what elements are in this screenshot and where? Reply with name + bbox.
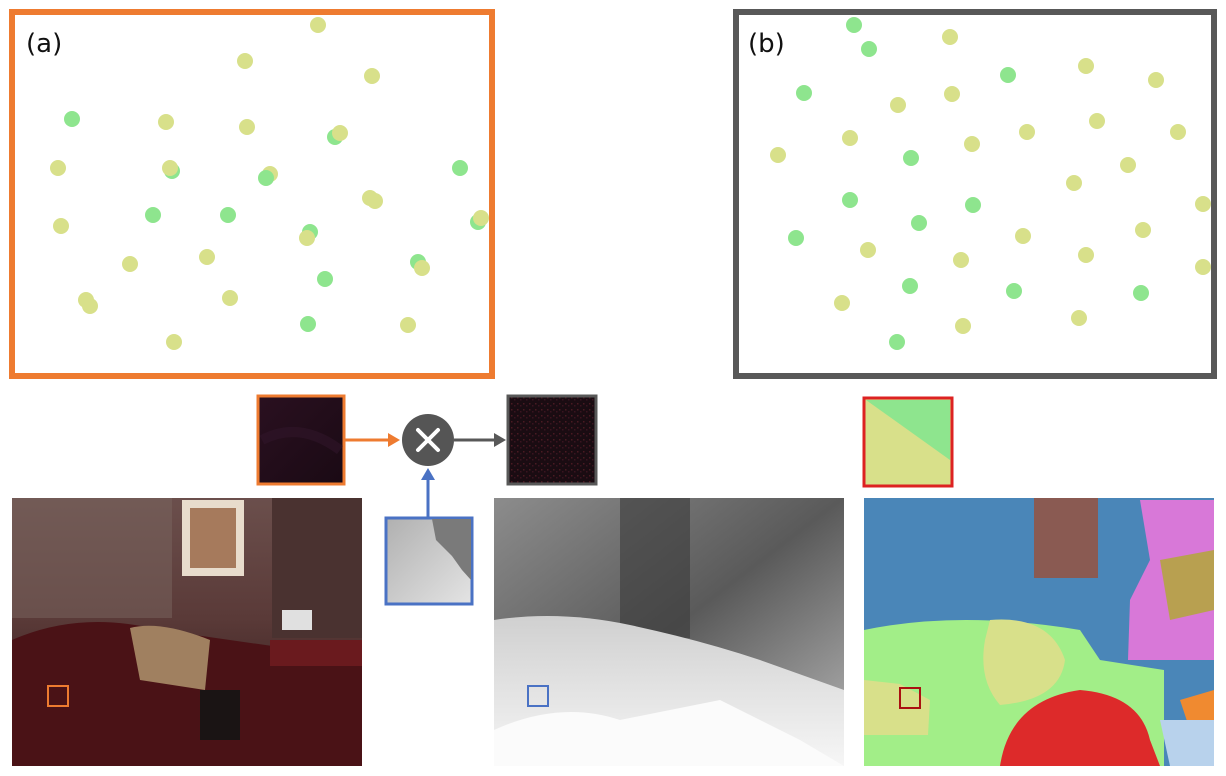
panel-a: (a) [9, 9, 495, 379]
scatter-dot [1170, 124, 1186, 140]
scatter-dot [162, 160, 178, 176]
scatter-dot [1000, 67, 1016, 83]
output-patch [506, 394, 598, 486]
scatter-dot [861, 41, 877, 57]
depth-patch [384, 516, 474, 606]
scatter-dot [414, 260, 430, 276]
scatter-dot [953, 252, 969, 268]
scatter-dot [889, 334, 905, 350]
scatter-dot [64, 111, 80, 127]
scatter-dot [1078, 247, 1094, 263]
multiply-operator [402, 414, 454, 466]
scatter-dot [299, 230, 315, 246]
scatter-dot [1078, 58, 1094, 74]
scatter-dot [310, 17, 326, 33]
scatter-dot [258, 170, 274, 186]
scatter-dot [239, 119, 255, 135]
panel-a-frame [9, 9, 495, 379]
scatter-dot [452, 160, 468, 176]
scatter-dot [1006, 283, 1022, 299]
scatter-dot [955, 318, 971, 334]
scatter-dot [1195, 196, 1211, 212]
arrow-rgb-to-multiply [344, 433, 400, 447]
rgb-image [12, 498, 362, 766]
scatter-dot [1019, 124, 1035, 140]
scatter-dot [902, 278, 918, 294]
scatter-dot [220, 207, 236, 223]
scatter-dot [965, 197, 981, 213]
scatter-dot [50, 160, 66, 176]
scatter-dot [834, 295, 850, 311]
scatter-dot [842, 192, 858, 208]
arrow-depth-to-multiply [421, 468, 435, 518]
scatter-dot [944, 86, 960, 102]
scatter-dot [145, 207, 161, 223]
scatter-dot [770, 147, 786, 163]
panel-a-label: (a) [26, 29, 62, 59]
scatter-dot [332, 125, 348, 141]
segmentation-patch [862, 396, 954, 488]
scatter-dot [122, 256, 138, 272]
scatter-dot [82, 298, 98, 314]
scatter-dot [53, 218, 69, 234]
rgb-patch [256, 394, 346, 486]
scatter-dot [890, 97, 906, 113]
scatter-dot [1148, 72, 1164, 88]
scatter-dot [367, 193, 383, 209]
scatter-dot [1120, 157, 1136, 173]
scatter-dot [846, 17, 862, 33]
panel-b-label: (b) [748, 29, 785, 59]
scatter-dot [942, 29, 958, 45]
scatter-dot [1071, 310, 1087, 326]
scatter-dot [1133, 285, 1149, 301]
depth-image [494, 498, 844, 766]
panel-b: (b) [733, 9, 1217, 379]
scatter-dot [788, 230, 804, 246]
scatter-dot [166, 334, 182, 350]
scatter-dot [364, 68, 380, 84]
segmentation-image [864, 498, 1214, 766]
scatter-dot [796, 85, 812, 101]
panel-a-dots [50, 17, 489, 350]
scatter-dot [199, 249, 215, 265]
scatter-dot [237, 53, 253, 69]
scatter-dot [222, 290, 238, 306]
scatter-dot [317, 271, 333, 287]
scatter-dot [158, 114, 174, 130]
panel-b-frame [733, 9, 1217, 379]
scatter-dot [860, 242, 876, 258]
scatter-dot [400, 317, 416, 333]
scatter-dot [903, 150, 919, 166]
scatter-dot [473, 210, 489, 226]
scatter-dot [300, 316, 316, 332]
scatter-dot [911, 215, 927, 231]
arrow-multiply-to-output [454, 433, 506, 447]
scatter-dot [1015, 228, 1031, 244]
scatter-dot [1135, 222, 1151, 238]
scatter-dot [1066, 175, 1082, 191]
scatter-dot [1089, 113, 1105, 129]
panel-b-dots [770, 17, 1211, 350]
scatter-dot [1195, 259, 1211, 275]
scatter-dot [964, 136, 980, 152]
scatter-dot [842, 130, 858, 146]
